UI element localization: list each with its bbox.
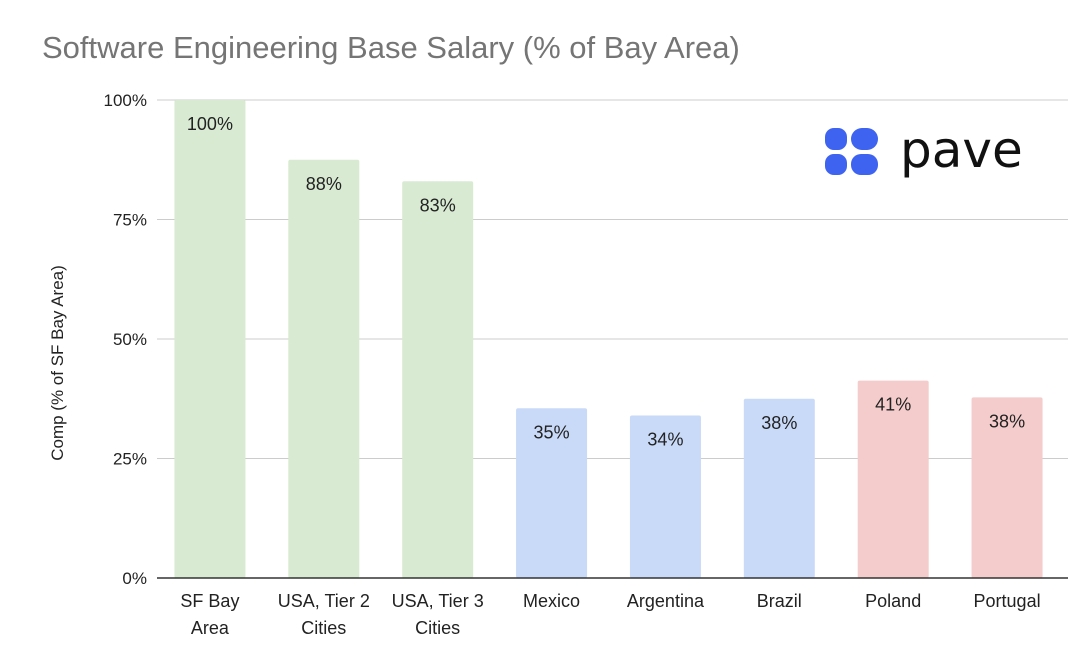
data-labels: 100% 88% 83% 35% 34% 38% 41% 38% — [187, 114, 1025, 449]
chart-title: Software Engineering Base Salary (% of B… — [42, 30, 740, 65]
pave-logo: pave — [825, 121, 1023, 179]
y-tick-label: 75% — [113, 211, 147, 230]
y-tick-label: 25% — [113, 450, 147, 469]
x-tick-label: SF Bay Area — [180, 591, 239, 638]
x-axis-labels: SF Bay Area USA, Tier 2 Cities USA, Tier 3 Ci… — [180, 591, 1040, 638]
data-label: 41% — [875, 395, 911, 415]
data-label: 38% — [989, 411, 1025, 431]
bar — [629, 415, 701, 578]
logo-square — [851, 154, 878, 175]
data-label: 38% — [761, 413, 797, 433]
data-label: 83% — [420, 195, 456, 215]
x-tick-label: USA, Tier 3 Cities — [392, 591, 484, 638]
data-label: 34% — [647, 429, 683, 449]
bar — [971, 397, 1043, 578]
x-tick-label: Portugal — [974, 591, 1041, 611]
y-axis-label: Comp (% of SF Bay Area) — [48, 265, 67, 461]
x-tick-label: Brazil — [757, 591, 802, 611]
logo-square — [825, 128, 847, 150]
data-label: 100% — [187, 114, 233, 134]
y-axis-ticks: 0% 25% 50% 75% 100% — [104, 91, 147, 588]
data-label: 88% — [306, 174, 342, 194]
bar — [857, 380, 929, 578]
bar — [516, 408, 588, 578]
data-label: 35% — [534, 422, 570, 442]
bar — [288, 159, 360, 578]
x-tick-label: USA, Tier 2 Cities — [278, 591, 370, 638]
y-tick-label: 0% — [122, 569, 147, 588]
bars — [174, 100, 1043, 578]
x-tick-label: Argentina — [627, 591, 705, 611]
bar — [743, 398, 815, 578]
x-tick-label: Mexico — [523, 591, 580, 611]
pave-logo-icon — [825, 128, 878, 175]
logo-square — [851, 128, 878, 150]
x-tick-label: Poland — [865, 591, 921, 611]
bar — [402, 181, 474, 578]
y-tick-label: 100% — [104, 91, 147, 110]
pave-logo-text: pave — [900, 121, 1023, 179]
bar — [174, 100, 246, 578]
y-tick-label: 50% — [113, 330, 147, 349]
logo-square — [825, 154, 847, 175]
